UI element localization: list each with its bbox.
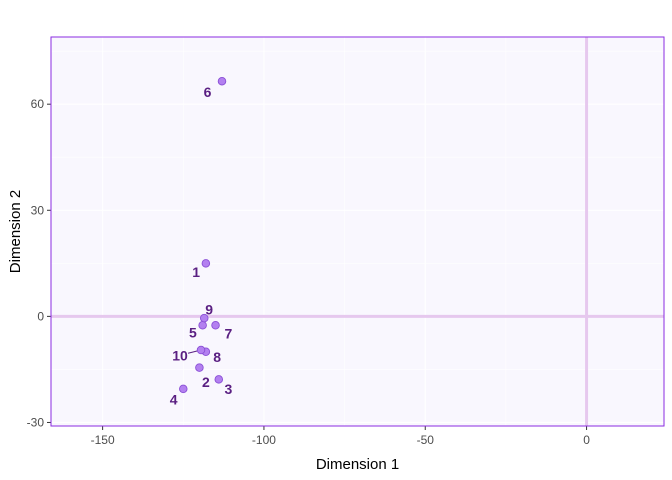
point-label: 8: [213, 349, 221, 365]
x-axis-title: Dimension 1: [316, 456, 399, 473]
x-tick-label: -150: [91, 433, 115, 447]
data-point: [214, 375, 224, 384]
y-tick-label: -30: [27, 415, 45, 429]
point-label: 5: [189, 324, 197, 340]
data-point: [199, 313, 209, 323]
x-tick-label: -100: [252, 433, 276, 447]
data-point: [179, 384, 188, 394]
point-label: 1: [192, 264, 200, 280]
data-point: [195, 363, 204, 372]
y-tick-label: 30: [31, 203, 45, 217]
point-label: 9: [205, 301, 213, 317]
data-point: [217, 76, 227, 86]
reference-lines: [51, 37, 664, 426]
plot-panel: [51, 37, 664, 426]
point-label: 2: [202, 374, 210, 390]
x-tick-label: 0: [583, 433, 590, 447]
data-points: [179, 76, 227, 394]
y-axis: -30 0 30 60: [27, 97, 51, 429]
data-point: [196, 345, 206, 355]
y-tick-label: 60: [31, 97, 45, 111]
point-label: 10: [172, 347, 188, 363]
x-tick-label: -50: [417, 433, 435, 447]
y-axis-title: Dimension 2: [7, 190, 24, 273]
x-axis: -150 -100 -50 0: [91, 426, 590, 447]
data-point: [201, 259, 211, 268]
point-label: 4: [170, 391, 178, 407]
data-point: [198, 320, 207, 330]
panel-border: [50, 36, 665, 427]
y-tick-label: 0: [37, 309, 44, 323]
point-label: 6: [204, 84, 212, 100]
point-label: 7: [225, 325, 233, 341]
point-label: 3: [225, 381, 233, 397]
data-point: [211, 320, 220, 330]
